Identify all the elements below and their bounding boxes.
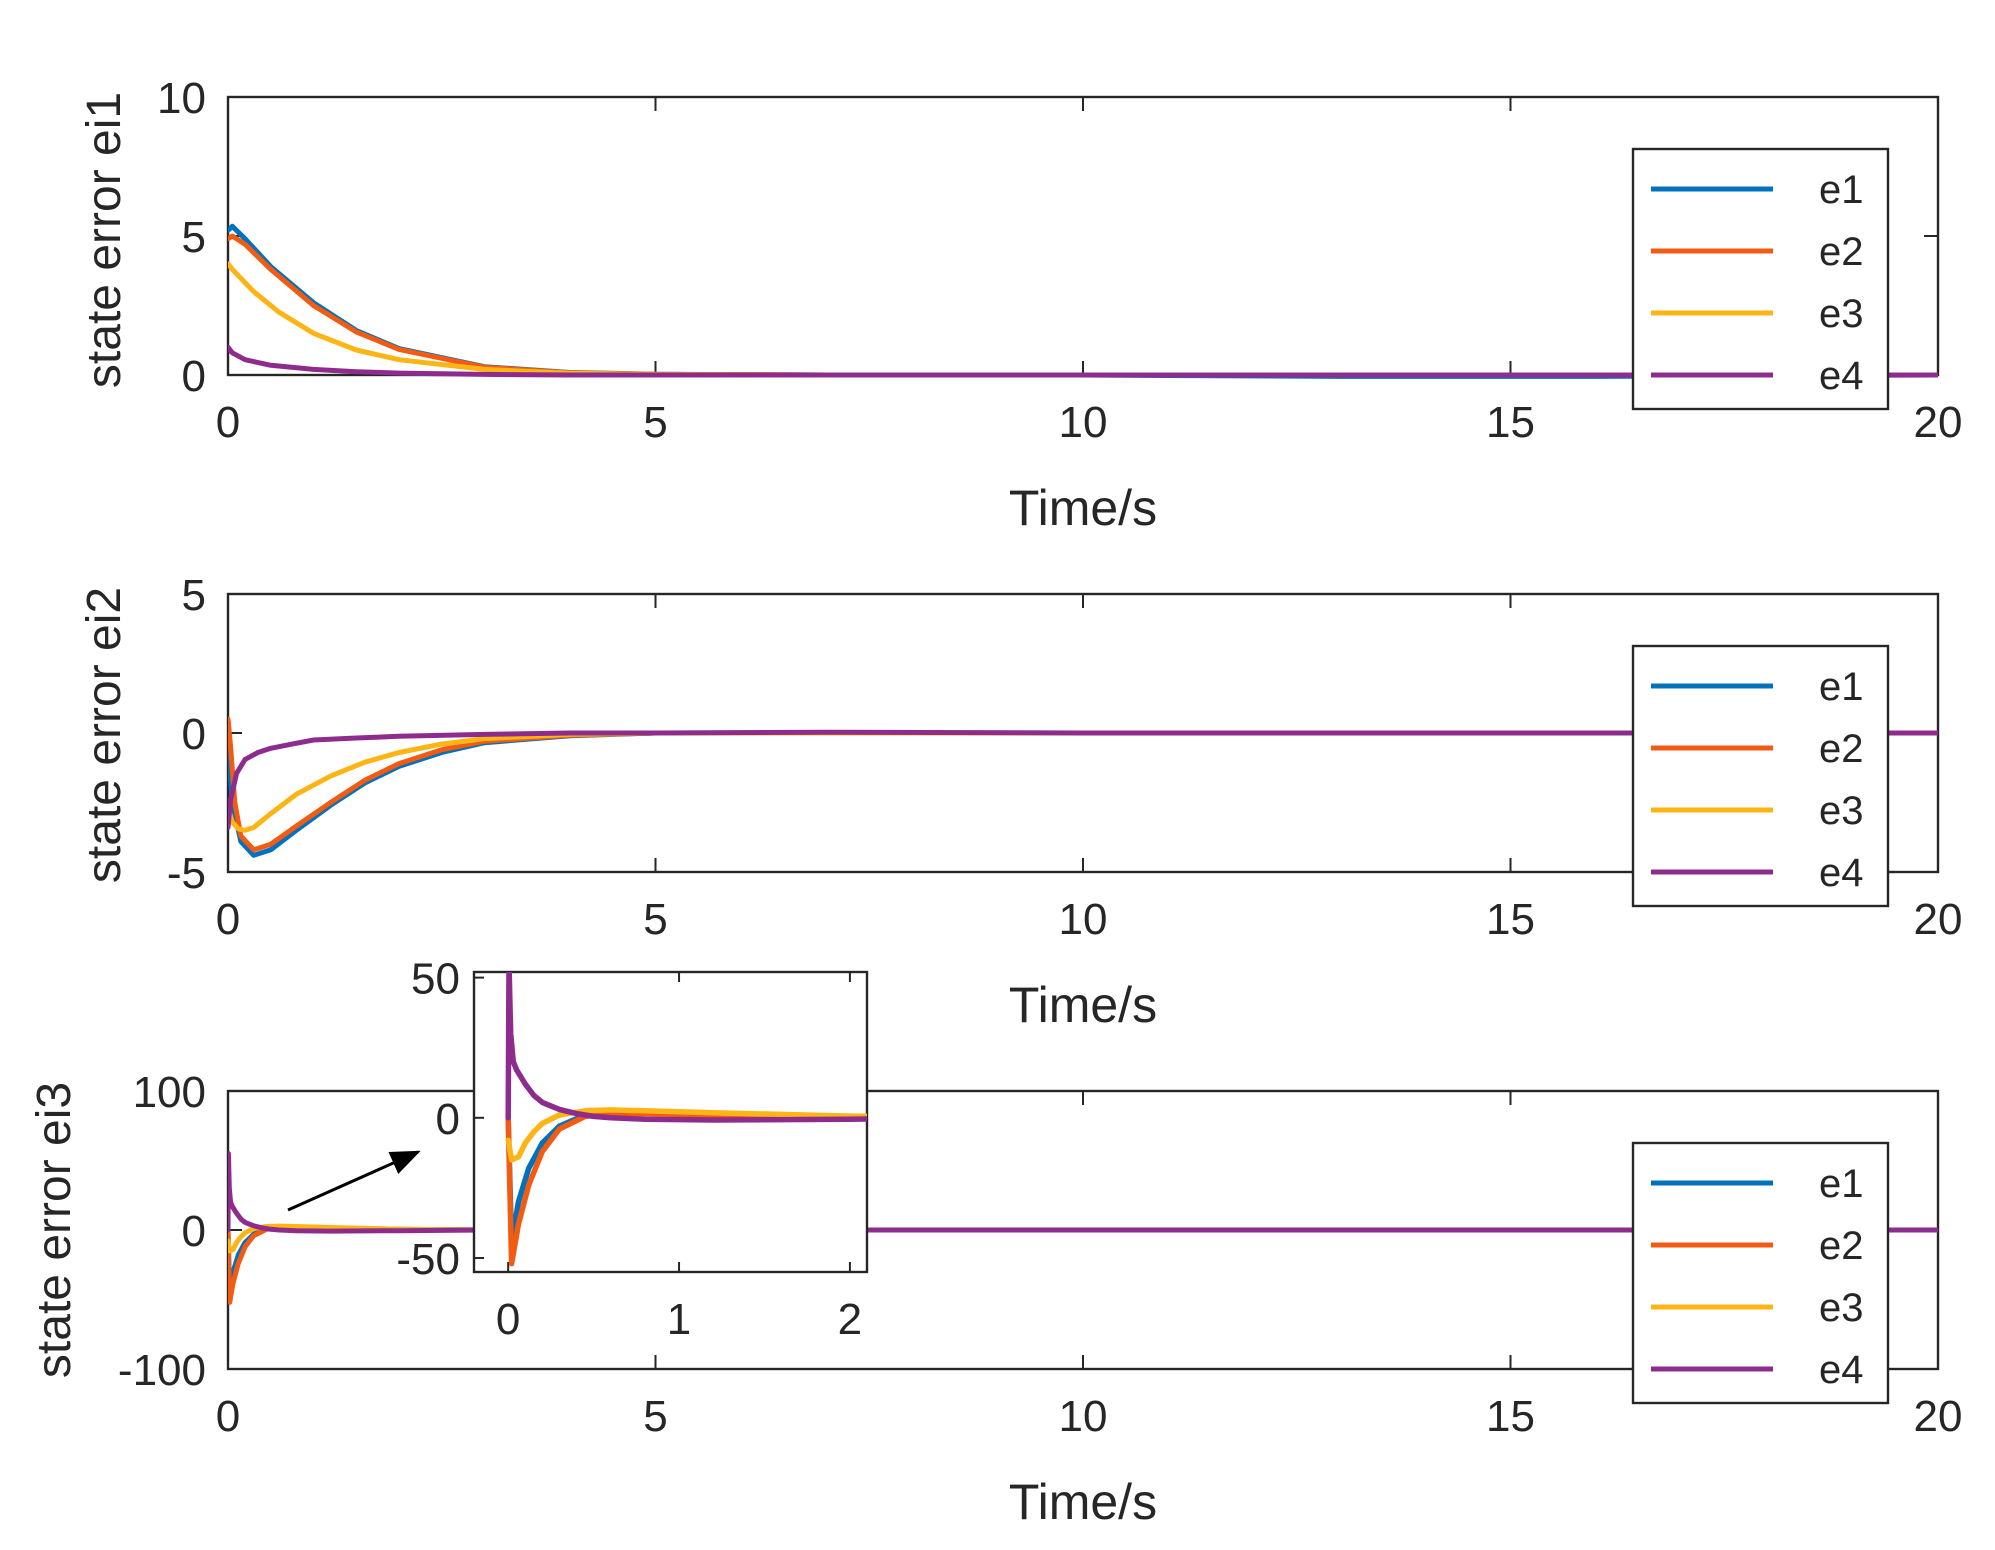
y-tick-label: -100 [118,1346,206,1395]
series-group [228,223,1938,379]
y-tick-label: 5 [182,213,206,262]
y-axis-label: state error ei3 [28,1082,81,1378]
x-tick-label: 5 [643,895,667,944]
legend-label-e4: e4 [1819,851,1864,895]
x-tick-label: 15 [1486,895,1535,944]
x-tick-label: 0 [216,398,240,447]
legend-label-e3: e3 [1819,789,1864,833]
legend-label-e4: e4 [1819,354,1864,398]
inset-series-group [505,972,867,1267]
inset-x-tick-label: 1 [667,1295,691,1344]
inset-y-tick-label: -50 [396,1235,460,1284]
y-tick-label: 5 [182,571,206,620]
x-axis-label: Time/s [1009,1474,1157,1530]
x-tick-label: 10 [1059,398,1108,447]
y-axis-label: state error ei1 [78,92,131,388]
legend-box [1631,147,1890,411]
series-group [228,716,1938,858]
y-tick-label: 0 [182,710,206,759]
series-line-e4 [228,344,1938,378]
legend-label-e3: e3 [1819,292,1864,336]
legend-label-e1: e1 [1819,168,1864,212]
inset-y-tick-label: 0 [436,1095,460,1144]
x-tick-label: 0 [216,895,240,944]
legend-label-e2: e2 [1819,727,1864,771]
panel-1: 0 5 10 15 20 0 5 10 Time/s state error ei1 e1 e2 e3 e… [78,74,1962,536]
inset-series-line-e4 [505,972,867,1123]
legend-label-e2: e2 [1819,230,1864,274]
x-tick-label: 10 [1059,1392,1108,1441]
inset-x-tick-label: 2 [838,1295,862,1344]
x-tick-label: 20 [1914,895,1963,944]
inset-x-tick-label: 0 [496,1295,520,1344]
inset-series-line-e2 [505,1110,867,1267]
inset-y-tick-label: 50 [411,955,460,1004]
legend-label-e1: e1 [1819,665,1864,709]
x-tick-label: 10 [1059,895,1108,944]
x-tick-label: 5 [643,398,667,447]
legend-box [1631,1141,1890,1405]
legend-label-e2: e2 [1819,1224,1864,1268]
legend-label-e1: e1 [1819,1162,1864,1206]
y-axis-label: state error ei2 [78,587,131,883]
x-tick-label: 20 [1914,398,1963,447]
annotation-arrow [287,1150,421,1212]
legend-box [1631,644,1890,908]
x-axis-label: Time/s [1009,977,1157,1033]
x-tick-label: 20 [1914,1392,1963,1441]
y-tick-label: 100 [133,1068,206,1117]
x-tick-label: 5 [643,1392,667,1441]
x-tick-label: 0 [216,1392,240,1441]
x-tick-label: 15 [1486,1392,1535,1441]
y-tick-label: 0 [182,1207,206,1256]
legend-label-e3: e3 [1819,1286,1864,1330]
y-tick-label: 10 [157,74,206,123]
x-tick-label: 15 [1486,398,1535,447]
y-tick-label: -5 [167,849,206,898]
x-axis-label: Time/s [1009,480,1157,536]
series-line-e4 [228,729,1938,830]
inset-panel: 0 1 2 -50 0 50 [396,955,869,1344]
legend-label-e4: e4 [1819,1348,1864,1392]
y-tick-label: 0 [182,352,206,401]
inset-series-line-e3 [505,1107,867,1163]
